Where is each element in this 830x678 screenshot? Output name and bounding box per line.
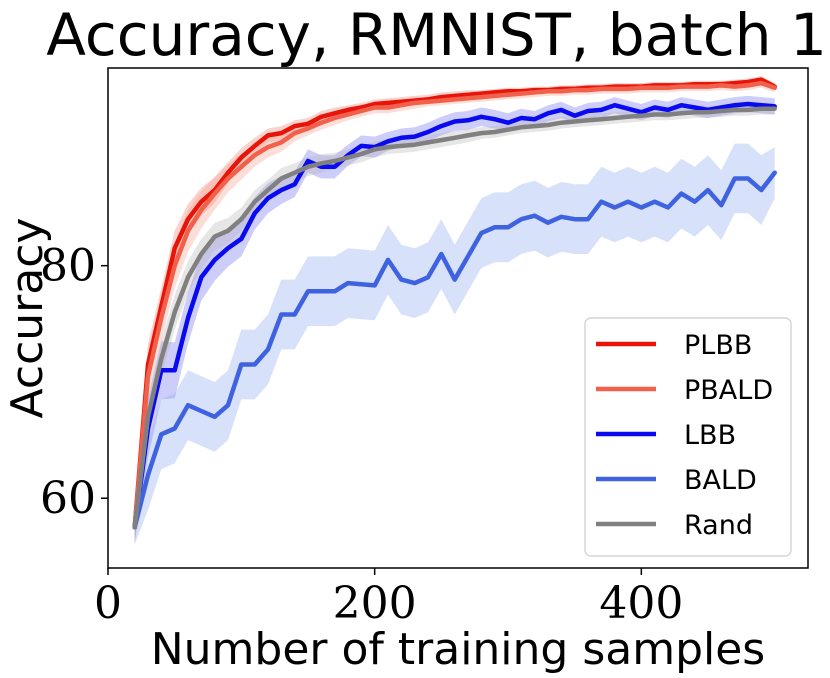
y-axis-label: Accuracy	[2, 218, 53, 419]
x-tick-label: 200	[333, 578, 417, 629]
y-tick-label: 60	[40, 473, 96, 524]
plot-area-frame	[107, 67, 809, 569]
band-bald	[134, 143, 775, 545]
legend: PLBB PBALD LBB BALD Rand	[584, 317, 792, 557]
chart-title: Accuracy, RMNIST, batch 10	[46, 1, 830, 69]
x-tick-label: 400	[599, 578, 683, 629]
legend-label-lbb: LBB	[684, 420, 736, 451]
line-lbb	[132, 101, 777, 530]
legend-box	[584, 317, 792, 557]
legend-label-rand: Rand	[684, 510, 753, 541]
line-plbb	[132, 77, 777, 530]
line-pbald	[132, 80, 777, 530]
x-axis-ticks: 0 200 400	[94, 568, 683, 629]
legend-label-pbald: PBALD	[684, 375, 773, 406]
line-bald	[132, 170, 777, 530]
series-lines	[132, 77, 777, 530]
line-rand	[132, 106, 777, 530]
x-tick-label: 0	[94, 578, 122, 629]
y-axis-ticks: 60 80	[40, 241, 108, 524]
confidence-bands	[134, 76, 775, 545]
y-tick-label: 80	[40, 241, 96, 292]
legend-label-plbb: PLBB	[684, 330, 752, 361]
x-axis-label: Number of training samples	[151, 624, 765, 675]
legend-label-bald: BALD	[684, 465, 757, 496]
